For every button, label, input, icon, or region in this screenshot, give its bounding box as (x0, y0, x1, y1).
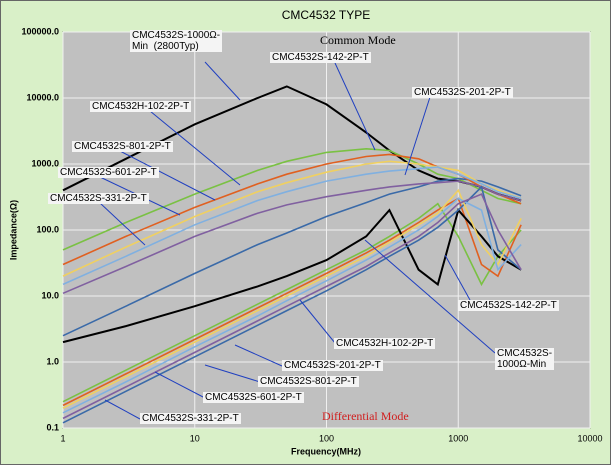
series-line (62, 166, 522, 286)
leader-line (154, 371, 206, 399)
y-tick-label: 10000.0 (26, 92, 59, 102)
y-tick-label: 10.0 (41, 290, 59, 300)
series-line (62, 202, 522, 403)
y-tick-label: 100.0 (36, 224, 59, 234)
annotation: Common Mode (320, 33, 396, 47)
y-tick-label: 1000.0 (31, 158, 59, 168)
x-tick-label: 10000 (577, 433, 602, 443)
y-tick-label: 0.1 (46, 422, 59, 432)
series-line (62, 197, 522, 414)
leader-line (99, 202, 146, 246)
series-line (62, 188, 522, 409)
series-label: CMC4532S-331-2P-T (48, 193, 149, 204)
series-label: CMC4532S-142-2P-T (270, 52, 371, 63)
series-label: CMC4532H-102-2P-T (334, 338, 436, 349)
series-line (62, 193, 522, 420)
leader-line (334, 62, 376, 151)
x-tick-label: 100 (319, 433, 334, 443)
series-label: CMC4532S- 1000Ω-Min (495, 348, 555, 370)
series-label: CMC4532S-801-2P-T (72, 141, 173, 152)
lines (62, 85, 522, 424)
series-label: CMC4532S-201-2P-T (412, 87, 513, 98)
leader-line (119, 150, 216, 201)
series-line (62, 185, 522, 424)
series-line (62, 153, 522, 266)
series-label: CMC4532S-801-2P-T (258, 376, 359, 387)
y-tick-label: 100000.0 (21, 26, 59, 36)
series-label: CMC4532H-102-2P-T (90, 101, 192, 112)
series-label: CMC4532S-601-2P-T (58, 167, 159, 178)
x-tick-label: 10 (190, 433, 200, 443)
leader-line (149, 110, 241, 186)
leaders (99, 61, 496, 420)
leader-line (404, 96, 431, 176)
series-line (62, 177, 522, 337)
series-label: CMC4532S-142-2P-T (458, 300, 559, 311)
series-line (62, 197, 522, 407)
series-label: CMC4532S-331-2P-T (140, 413, 241, 424)
x-tick-label: 1000 (448, 433, 468, 443)
y-tick-label: 1.0 (46, 356, 59, 366)
x-tick-label: 1 (60, 433, 65, 443)
leader-line (234, 344, 283, 367)
leader-line (444, 254, 471, 301)
leader-line (204, 61, 241, 101)
series-label: CMC4532S-201-2P-T (282, 360, 383, 371)
leader-line (204, 364, 261, 383)
series-line (62, 147, 522, 251)
series-line (62, 180, 522, 295)
leader-line (104, 399, 141, 420)
leader-line (364, 239, 496, 354)
series-label: CMC4532S-1000Ω- Min (2800Typ) (130, 30, 223, 52)
chart-title: CMC4532 TYPE (282, 8, 370, 22)
series-label: CMC4532S-601-2P-T (203, 392, 304, 403)
leader-line (299, 299, 336, 344)
annotation: Differential Mode (322, 409, 409, 423)
series-line (62, 208, 522, 344)
y-axis-label: Impedance(Ω) (8, 200, 18, 260)
x-axis-label: Frequency(MHz) (291, 446, 361, 456)
